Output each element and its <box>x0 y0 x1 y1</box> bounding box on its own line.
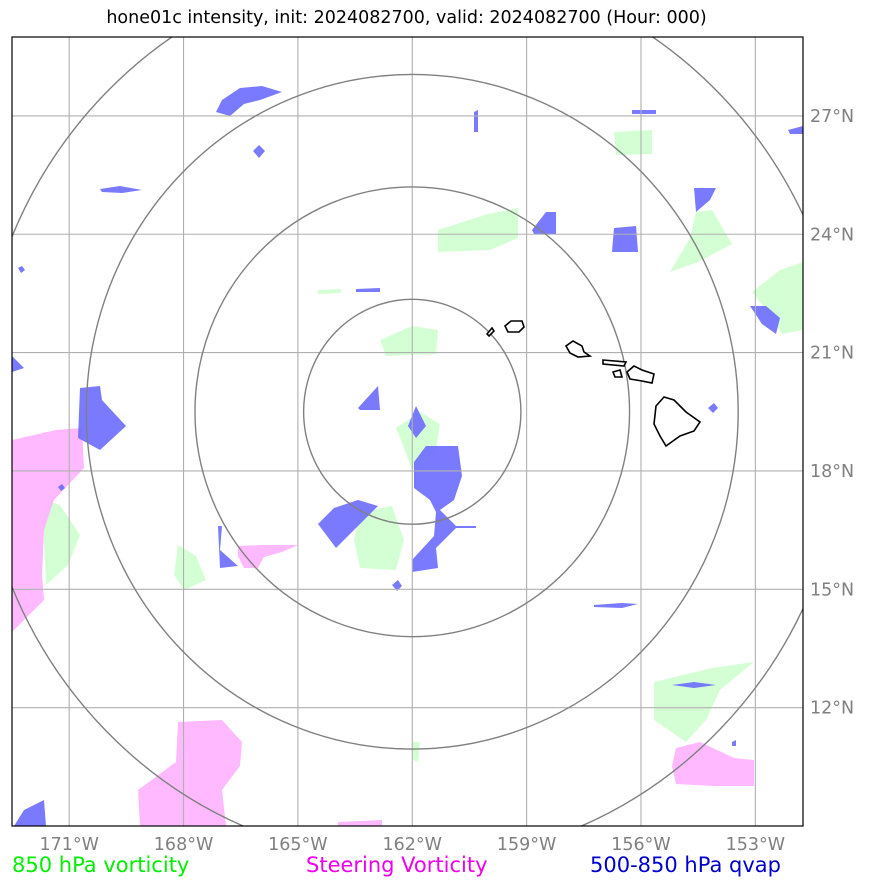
qvap-patch <box>14 800 46 826</box>
qvap-patch <box>708 403 718 413</box>
vorticity-850-patch <box>438 208 518 252</box>
map-frame <box>11 36 804 827</box>
latitude-label: 18°N <box>810 462 854 482</box>
steering-vorticity-patch <box>672 742 754 786</box>
qvap-patch <box>216 86 282 116</box>
latitude-tick-labels: 12°N 15°N 18°N 21°N 24°N 27°N <box>810 107 854 719</box>
longitude-label: 153°W <box>726 835 785 855</box>
coastline-island <box>626 365 655 384</box>
coastline-island <box>611 369 624 378</box>
latitude-label: 24°N <box>810 225 854 245</box>
qvap-patch <box>672 682 716 688</box>
graticule <box>12 37 803 826</box>
qvap-patch <box>412 446 476 572</box>
vorticity-850-patch <box>174 545 206 590</box>
qvap-patch <box>58 484 65 491</box>
latitude-label: 12°N <box>810 699 854 719</box>
steering-vorticity-patch <box>238 545 298 568</box>
range-rings <box>12 37 803 826</box>
longitude-tick-labels: 171°W 168°W 165°W 162°W 159°W 156°W 153°W <box>39 835 785 855</box>
latitude-label: 21°N <box>810 344 854 364</box>
qvap-patch <box>612 226 638 252</box>
range-ring <box>85 73 739 750</box>
qvap-patch <box>594 603 638 608</box>
vorticity-850-patch <box>318 289 342 294</box>
longitude-label: 165°W <box>268 835 327 855</box>
map-title: hone01c intensity, init: 2024082700, val… <box>106 8 707 28</box>
longitude-label: 162°W <box>383 835 442 855</box>
qvap-patch <box>750 306 780 334</box>
coastline-island <box>653 396 702 448</box>
longitude-label: 171°W <box>39 835 98 855</box>
vorticity-850-patch <box>614 130 652 155</box>
qvap-patch <box>474 110 478 132</box>
coastline-island <box>602 359 628 367</box>
qvap-patch <box>392 580 402 591</box>
legend-qvap: 500-850 hPa qvap <box>590 853 781 877</box>
qvap-patch <box>356 288 380 292</box>
range-ring <box>302 298 522 525</box>
qvap-patch <box>100 186 142 193</box>
qvap-patch <box>788 126 803 134</box>
longitude-label: 168°W <box>154 835 213 855</box>
steering-vorticity-patch <box>138 720 242 826</box>
qvap-patch <box>694 188 716 212</box>
vorticity-850-patch <box>654 662 754 742</box>
vorticity-850-patch <box>412 742 420 762</box>
range-ring <box>194 186 631 638</box>
qvap-patch <box>18 266 25 273</box>
qvap-patch <box>218 526 238 568</box>
longitude-label: 156°W <box>611 835 670 855</box>
vorticity-850-patch <box>752 262 803 334</box>
latitude-label: 15°N <box>810 580 854 600</box>
qvap-patch <box>358 386 380 410</box>
legend-850hpa-vorticity: 850 hPa vorticity <box>12 853 190 877</box>
field-overlays <box>12 86 803 826</box>
steering-vorticity-patch <box>338 820 382 826</box>
coastline-island <box>564 340 593 358</box>
qvap-patch <box>632 110 656 114</box>
steering-vorticity-patch <box>12 428 84 632</box>
qvap-patch <box>78 386 126 450</box>
vorticity-850-patch <box>44 500 80 585</box>
vorticity-850-patch <box>380 326 438 356</box>
coastline-island <box>485 326 496 338</box>
qvap-patch <box>253 145 265 158</box>
qvap-patch <box>732 740 736 746</box>
latitude-label: 27°N <box>810 107 854 127</box>
coastline-island <box>504 320 525 333</box>
vorticity-850-patch <box>670 210 732 272</box>
qvap-patch <box>12 356 24 372</box>
longitude-label: 159°W <box>497 835 556 855</box>
coastlines <box>485 320 702 448</box>
legend-steering-vorticity: Steering Vorticity <box>306 853 488 877</box>
